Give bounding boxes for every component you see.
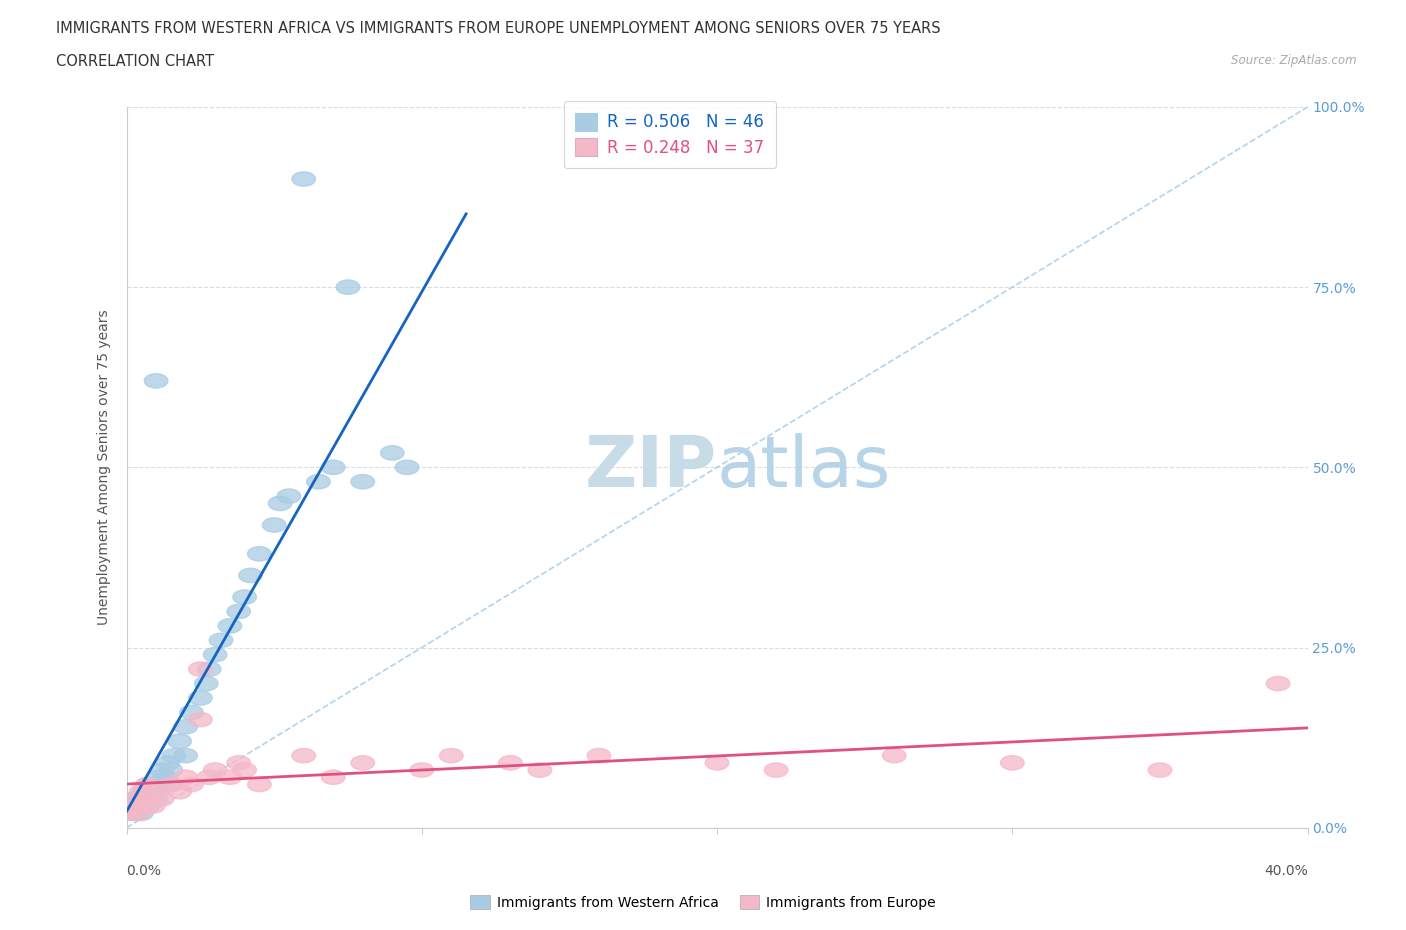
Ellipse shape: [135, 799, 159, 813]
Ellipse shape: [706, 755, 728, 770]
Ellipse shape: [204, 647, 226, 662]
Ellipse shape: [277, 489, 301, 503]
Ellipse shape: [174, 749, 197, 763]
Ellipse shape: [150, 791, 174, 806]
Ellipse shape: [180, 705, 204, 720]
Ellipse shape: [188, 662, 212, 676]
Ellipse shape: [218, 770, 242, 785]
Ellipse shape: [188, 712, 212, 727]
Text: Source: ZipAtlas.com: Source: ZipAtlas.com: [1232, 54, 1357, 67]
Ellipse shape: [156, 755, 180, 770]
Ellipse shape: [1267, 676, 1289, 691]
Ellipse shape: [141, 785, 165, 799]
Ellipse shape: [159, 777, 183, 791]
Ellipse shape: [127, 799, 150, 813]
Ellipse shape: [263, 518, 285, 532]
Ellipse shape: [167, 734, 191, 749]
Ellipse shape: [204, 763, 226, 777]
Ellipse shape: [292, 172, 315, 186]
Text: CORRELATION CHART: CORRELATION CHART: [56, 54, 214, 69]
Ellipse shape: [121, 806, 145, 820]
Ellipse shape: [765, 763, 787, 777]
Ellipse shape: [336, 280, 360, 295]
Ellipse shape: [159, 763, 183, 777]
Ellipse shape: [247, 777, 271, 791]
Ellipse shape: [159, 777, 183, 791]
Ellipse shape: [129, 806, 153, 820]
Ellipse shape: [138, 777, 162, 791]
Ellipse shape: [381, 445, 404, 460]
Ellipse shape: [148, 770, 172, 785]
Ellipse shape: [269, 497, 292, 511]
Ellipse shape: [129, 791, 153, 806]
Text: 0.0%: 0.0%: [127, 864, 162, 878]
Ellipse shape: [352, 474, 374, 489]
Ellipse shape: [1001, 755, 1024, 770]
Ellipse shape: [499, 755, 522, 770]
Ellipse shape: [588, 749, 610, 763]
Ellipse shape: [150, 763, 174, 777]
Ellipse shape: [194, 676, 218, 691]
Ellipse shape: [307, 474, 330, 489]
Ellipse shape: [118, 799, 141, 813]
Ellipse shape: [138, 791, 162, 806]
Ellipse shape: [218, 618, 242, 633]
Ellipse shape: [188, 691, 212, 705]
Ellipse shape: [239, 568, 263, 582]
Ellipse shape: [145, 785, 167, 799]
Ellipse shape: [411, 763, 433, 777]
Ellipse shape: [233, 590, 256, 604]
Ellipse shape: [180, 777, 204, 791]
Ellipse shape: [121, 799, 145, 813]
Ellipse shape: [529, 763, 551, 777]
Ellipse shape: [145, 777, 167, 791]
Ellipse shape: [226, 755, 250, 770]
Ellipse shape: [162, 749, 186, 763]
Ellipse shape: [197, 770, 221, 785]
Ellipse shape: [132, 785, 156, 799]
Ellipse shape: [135, 777, 159, 791]
Text: IMMIGRANTS FROM WESTERN AFRICA VS IMMIGRANTS FROM EUROPE UNEMPLOYMENT AMONG SENI: IMMIGRANTS FROM WESTERN AFRICA VS IMMIGR…: [56, 21, 941, 36]
Ellipse shape: [226, 604, 250, 618]
Text: ZIP: ZIP: [585, 432, 717, 502]
Text: 40.0%: 40.0%: [1264, 864, 1308, 878]
Ellipse shape: [174, 720, 197, 734]
Ellipse shape: [440, 749, 463, 763]
Ellipse shape: [145, 791, 167, 806]
Ellipse shape: [322, 460, 344, 474]
Ellipse shape: [167, 785, 191, 799]
Ellipse shape: [233, 763, 256, 777]
Ellipse shape: [352, 755, 374, 770]
Ellipse shape: [141, 799, 165, 813]
Ellipse shape: [1149, 763, 1171, 777]
Ellipse shape: [197, 662, 221, 676]
Legend: Immigrants from Western Africa, Immigrants from Europe: Immigrants from Western Africa, Immigran…: [465, 890, 941, 916]
Ellipse shape: [153, 770, 177, 785]
Legend: R = 0.506   N = 46, R = 0.248   N = 37: R = 0.506 N = 46, R = 0.248 N = 37: [564, 100, 776, 168]
Ellipse shape: [145, 374, 167, 388]
Ellipse shape: [124, 791, 148, 806]
Y-axis label: Unemployment Among Seniors over 75 years: Unemployment Among Seniors over 75 years: [97, 310, 111, 625]
Ellipse shape: [322, 770, 344, 785]
Ellipse shape: [124, 806, 148, 820]
Ellipse shape: [138, 791, 162, 806]
Ellipse shape: [247, 547, 271, 561]
Ellipse shape: [292, 749, 315, 763]
Ellipse shape: [209, 633, 233, 647]
Ellipse shape: [174, 770, 197, 785]
Ellipse shape: [127, 806, 150, 820]
Ellipse shape: [124, 791, 148, 806]
Ellipse shape: [883, 749, 905, 763]
Ellipse shape: [395, 460, 419, 474]
Ellipse shape: [129, 785, 153, 799]
Ellipse shape: [132, 799, 156, 813]
Text: atlas: atlas: [717, 432, 891, 502]
Ellipse shape: [118, 806, 141, 820]
